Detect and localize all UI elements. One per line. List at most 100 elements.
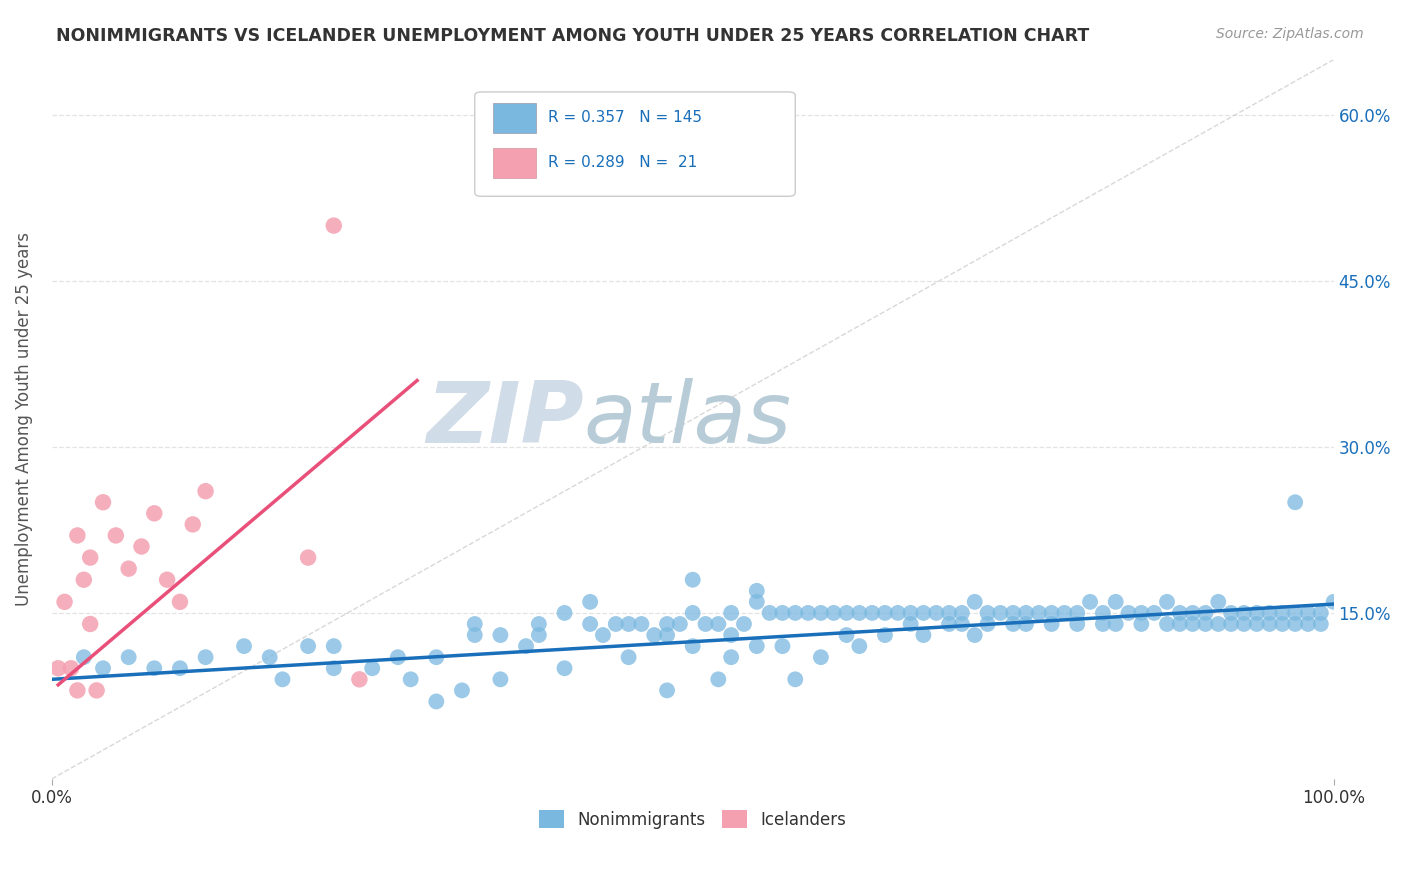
- Point: [553, 661, 575, 675]
- Point: [1091, 617, 1114, 632]
- Point: [745, 639, 768, 653]
- Point: [797, 606, 820, 620]
- Point: [1105, 617, 1128, 632]
- Point: [1078, 595, 1101, 609]
- Legend: Nonimmigrants, Icelanders: Nonimmigrants, Icelanders: [533, 804, 853, 835]
- Point: [745, 595, 768, 609]
- Point: [46, 661, 69, 675]
- FancyBboxPatch shape: [492, 148, 536, 178]
- Point: [950, 606, 973, 620]
- Point: [322, 661, 344, 675]
- Point: [682, 639, 704, 653]
- FancyBboxPatch shape: [492, 103, 536, 133]
- Point: [1233, 606, 1256, 620]
- Point: [527, 617, 550, 632]
- Point: [425, 650, 447, 665]
- Point: [194, 484, 217, 499]
- Point: [1002, 606, 1025, 620]
- Point: [271, 673, 294, 687]
- Point: [810, 606, 832, 620]
- Point: [592, 628, 614, 642]
- Point: [643, 628, 665, 642]
- Point: [810, 650, 832, 665]
- Point: [1220, 617, 1243, 632]
- Point: [143, 506, 166, 520]
- Point: [322, 639, 344, 653]
- Point: [451, 683, 474, 698]
- Point: [349, 673, 371, 687]
- Point: [104, 528, 127, 542]
- Point: [169, 595, 191, 609]
- Point: [900, 606, 922, 620]
- Point: [963, 595, 986, 609]
- Point: [579, 617, 602, 632]
- Point: [1181, 617, 1204, 632]
- Point: [835, 628, 858, 642]
- Point: [950, 617, 973, 632]
- Point: [707, 673, 730, 687]
- Point: [860, 606, 883, 620]
- Point: [823, 606, 845, 620]
- Point: [848, 639, 870, 653]
- Point: [1206, 595, 1229, 609]
- Point: [1118, 606, 1140, 620]
- Point: [1194, 606, 1216, 620]
- Point: [1066, 606, 1088, 620]
- Point: [617, 650, 640, 665]
- Point: [655, 628, 678, 642]
- Point: [143, 661, 166, 675]
- Point: [785, 673, 807, 687]
- Point: [873, 628, 896, 642]
- Point: [1206, 617, 1229, 632]
- Point: [617, 617, 640, 632]
- Point: [770, 606, 793, 620]
- Point: [1271, 617, 1294, 632]
- Point: [682, 573, 704, 587]
- Point: [1246, 606, 1268, 620]
- Point: [655, 617, 678, 632]
- Point: [464, 628, 486, 642]
- Point: [1040, 617, 1063, 632]
- Point: [66, 683, 89, 698]
- Point: [425, 694, 447, 708]
- Point: [720, 606, 742, 620]
- Text: R = 0.357   N = 145: R = 0.357 N = 145: [548, 110, 702, 125]
- Point: [1156, 617, 1178, 632]
- Point: [91, 495, 114, 509]
- Text: NONIMMIGRANTS VS ICELANDER UNEMPLOYMENT AMONG YOUTH UNDER 25 YEARS CORRELATION C: NONIMMIGRANTS VS ICELANDER UNEMPLOYMENT …: [56, 27, 1090, 45]
- Point: [669, 617, 692, 632]
- Point: [361, 661, 384, 675]
- Y-axis label: Unemployment Among Youth under 25 years: Unemployment Among Youth under 25 years: [15, 232, 32, 607]
- Point: [131, 540, 153, 554]
- Point: [758, 606, 780, 620]
- Text: atlas: atlas: [583, 377, 792, 461]
- Point: [118, 562, 141, 576]
- Point: [938, 606, 960, 620]
- Point: [770, 639, 793, 653]
- Point: [1309, 617, 1331, 632]
- Point: [233, 639, 256, 653]
- Point: [1220, 606, 1243, 620]
- Point: [1258, 606, 1281, 620]
- Point: [1194, 617, 1216, 632]
- Point: [1323, 595, 1346, 609]
- Point: [1143, 606, 1166, 620]
- Point: [1091, 606, 1114, 620]
- Point: [1271, 606, 1294, 620]
- Point: [515, 639, 537, 653]
- Point: [86, 683, 108, 698]
- Point: [553, 606, 575, 620]
- Point: [387, 650, 409, 665]
- Point: [1258, 617, 1281, 632]
- Point: [1130, 617, 1153, 632]
- Point: [169, 661, 191, 675]
- Point: [848, 606, 870, 620]
- Point: [489, 673, 512, 687]
- Point: [297, 639, 319, 653]
- Point: [489, 628, 512, 642]
- Point: [1040, 606, 1063, 620]
- Text: Source: ZipAtlas.com: Source: ZipAtlas.com: [1216, 27, 1364, 41]
- Point: [605, 617, 627, 632]
- Point: [527, 628, 550, 642]
- Point: [707, 617, 730, 632]
